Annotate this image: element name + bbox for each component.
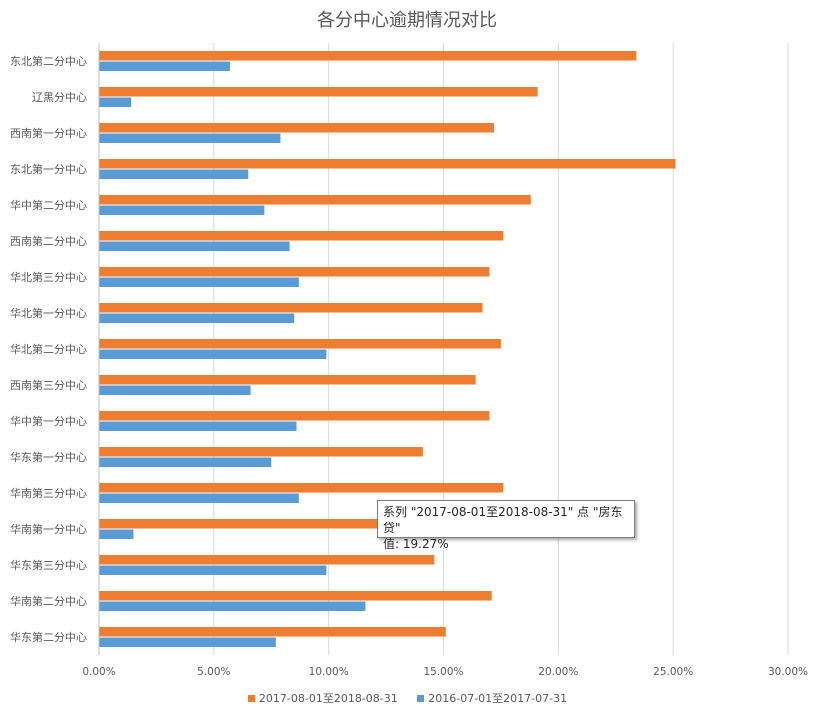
tooltip-value-line: 值: 19.27% bbox=[383, 537, 449, 551]
category-label: 华中第二分中心 bbox=[10, 198, 87, 212]
category-label: 华东第二分中心 bbox=[10, 630, 87, 644]
bar-series-2 bbox=[99, 313, 295, 323]
bar-series-2 bbox=[99, 349, 327, 359]
x-tick-label: 5.00% bbox=[197, 666, 230, 678]
legend-label: 2017-08-01至2018-08-31 bbox=[258, 692, 398, 705]
bar-series-2 bbox=[99, 205, 265, 215]
category-label: 华东第三分中心 bbox=[10, 558, 87, 572]
bar-series-1 bbox=[99, 231, 504, 241]
chart-title: 各分中心逾期情况对比 bbox=[317, 10, 497, 31]
data-tooltip: 系列 "2017-08-01至2018-08-31" 点 "房东贷" 值: 19… bbox=[377, 500, 635, 551]
bar-series-1 bbox=[99, 411, 490, 421]
bar-series-1 bbox=[99, 483, 504, 493]
bar-series-1 bbox=[99, 51, 637, 61]
bar-series-2 bbox=[99, 493, 299, 503]
category-label: 华北第一分中心 bbox=[10, 306, 87, 320]
category-label: 西南第三分中心 bbox=[10, 378, 87, 392]
bar-series-1 bbox=[99, 123, 495, 133]
bar-series-1 bbox=[99, 267, 490, 277]
x-tick-label: 20.00% bbox=[538, 666, 578, 678]
category-label: 华东第一分中心 bbox=[10, 450, 87, 464]
category-label: 华南第二分中心 bbox=[10, 594, 87, 608]
bar-series-2 bbox=[99, 61, 230, 71]
category-label: 华南第一分中心 bbox=[10, 522, 87, 536]
legend-item-series-2[interactable]: 2016-07-01至2017-07-31 bbox=[417, 690, 567, 706]
bar-series-2 bbox=[99, 277, 299, 287]
category-label: 东北第一分中心 bbox=[10, 162, 87, 176]
bar-series-2 bbox=[99, 457, 272, 467]
bar-series-2 bbox=[99, 169, 249, 179]
category-label: 辽黑分中心 bbox=[32, 91, 87, 104]
bar-series-1 bbox=[99, 87, 538, 97]
x-tick-label: 15.00% bbox=[423, 666, 463, 678]
bar-series-1 bbox=[99, 375, 476, 385]
x-tick-label: 30.00% bbox=[768, 666, 808, 678]
x-tick-label: 0.00% bbox=[82, 666, 115, 678]
tooltip-series-line: 系列 "2017-08-01至2018-08-31" 点 "房东贷" bbox=[383, 505, 623, 535]
legend-swatch-orange bbox=[247, 695, 255, 702]
bar-series-1 bbox=[99, 339, 501, 349]
x-tick-label: 25.00% bbox=[653, 666, 693, 678]
bar-series-1 bbox=[99, 303, 483, 313]
bar-series-1 bbox=[99, 159, 676, 169]
x-tick-label: 10.00% bbox=[309, 666, 349, 678]
bar-series-1 bbox=[99, 195, 531, 205]
bar-series-2 bbox=[99, 241, 290, 251]
bar-series-2 bbox=[99, 97, 132, 107]
category-label: 东北第二分中心 bbox=[10, 54, 87, 68]
bar-series-2 bbox=[99, 601, 366, 611]
category-label: 华北第三分中心 bbox=[10, 270, 87, 284]
bar-series-1 bbox=[99, 591, 492, 601]
category-label: 华南第三分中心 bbox=[10, 486, 87, 500]
bar-series-2 bbox=[99, 421, 297, 431]
bar-series-2 bbox=[99, 637, 276, 647]
legend: 2017-08-01至2018-08-31 2016-07-01至2017-07… bbox=[0, 690, 815, 706]
category-label: 华北第二分中心 bbox=[10, 342, 87, 356]
bar-series-1 bbox=[99, 555, 435, 565]
category-label: 西南第一分中心 bbox=[10, 126, 87, 140]
bar-series-2 bbox=[99, 565, 327, 575]
legend-label: 2016-07-01至2017-07-31 bbox=[428, 692, 568, 705]
bar-series-2 bbox=[99, 529, 134, 539]
bar-series-1 bbox=[99, 627, 446, 637]
bar-series-2 bbox=[99, 133, 281, 143]
category-label: 西南第二分中心 bbox=[10, 234, 87, 248]
legend-item-series-1[interactable]: 2017-08-01至2018-08-31 bbox=[247, 690, 398, 706]
bar-series-2 bbox=[99, 385, 251, 395]
category-label: 华中第一分中心 bbox=[10, 414, 87, 428]
bar-series-1 bbox=[99, 447, 423, 457]
legend-swatch-blue bbox=[417, 695, 425, 702]
bar-series-1 bbox=[99, 519, 542, 529]
